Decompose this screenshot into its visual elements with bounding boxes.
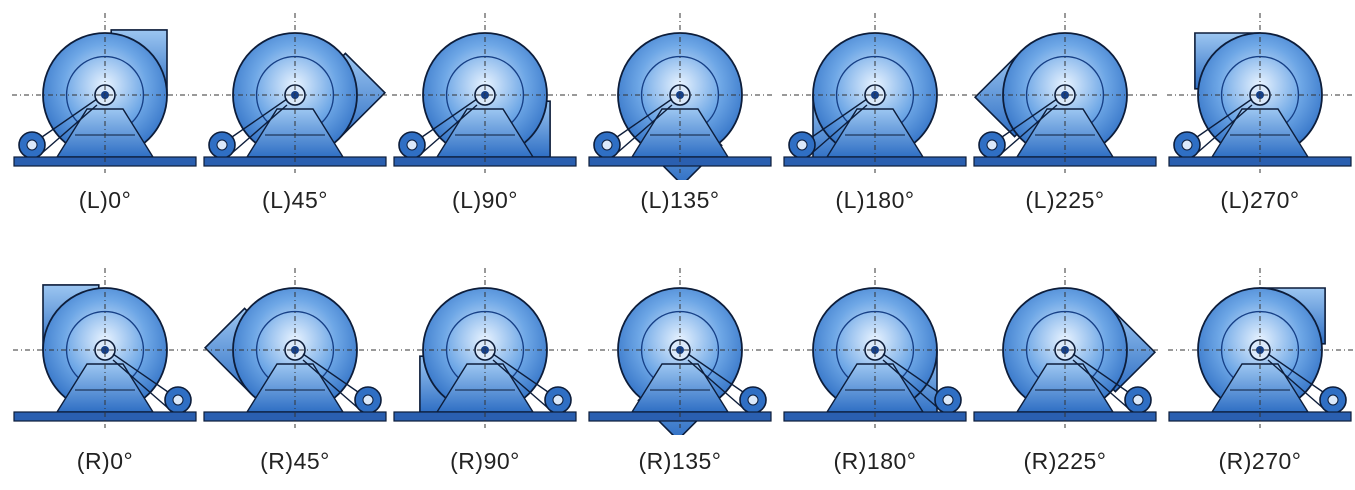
position-label: (L)270° — [1220, 187, 1300, 213]
position-label: (L)180° — [835, 187, 915, 213]
position-label: (R)90° — [450, 448, 520, 474]
position-label: (L)0° — [78, 187, 132, 213]
position-label: (L)90° — [452, 187, 518, 213]
fan-position-r-45: (R)45° — [200, 260, 390, 490]
fan-drawing — [202, 13, 388, 173]
fan-position-l-45: (L)45° — [200, 5, 390, 235]
fan-position-r-0: (R)0° — [10, 260, 200, 490]
position-label: (R)225° — [1023, 448, 1107, 474]
fan-position-r-225: (R)225° — [970, 260, 1160, 490]
fan-orientation-diagram: (L)0° (L)45° (L)90° (L)135° (L)180° (L)225° (L… — [10, 5, 1355, 474]
fan-position-r-270: (R)270° — [1165, 260, 1355, 490]
fan-drawing — [972, 13, 1158, 173]
position-label: (R)135° — [638, 448, 722, 474]
fan-drawing — [1167, 268, 1353, 428]
fan-position-l-135: (L)135° — [585, 5, 775, 235]
fan-drawing — [587, 268, 773, 435]
position-label: (R)45° — [260, 448, 330, 474]
fan-position-l-225: (L)225° — [970, 5, 1160, 235]
fan-position-l-0: (L)0° — [10, 5, 200, 235]
fan-drawing — [12, 13, 198, 173]
fan-position-r-135: (R)135° — [585, 260, 775, 490]
fan-drawing — [1167, 13, 1353, 173]
fan-position-l-180: (L)180° — [780, 5, 970, 235]
fan-position-l-90: (L)90° — [390, 5, 580, 235]
position-label: (L)45° — [262, 187, 328, 213]
position-label: (L)225° — [1025, 187, 1105, 213]
fan-drawing — [782, 268, 968, 428]
fan-drawing — [782, 13, 968, 173]
fan-drawing — [392, 268, 578, 428]
fan-drawing — [972, 268, 1158, 428]
position-label: (R)270° — [1218, 448, 1302, 474]
fan-drawing — [12, 268, 198, 428]
position-label: (R)180° — [833, 448, 917, 474]
fan-drawing — [587, 13, 773, 180]
position-label: (R)0° — [76, 448, 134, 474]
fan-position-r-90: (R)90° — [390, 260, 580, 490]
position-label: (L)135° — [640, 187, 720, 213]
fan-position-l-270: (L)270° — [1165, 5, 1355, 235]
fan-drawing — [202, 268, 388, 428]
fan-drawing — [392, 13, 578, 173]
fan-position-r-180: (R)180° — [780, 260, 970, 490]
